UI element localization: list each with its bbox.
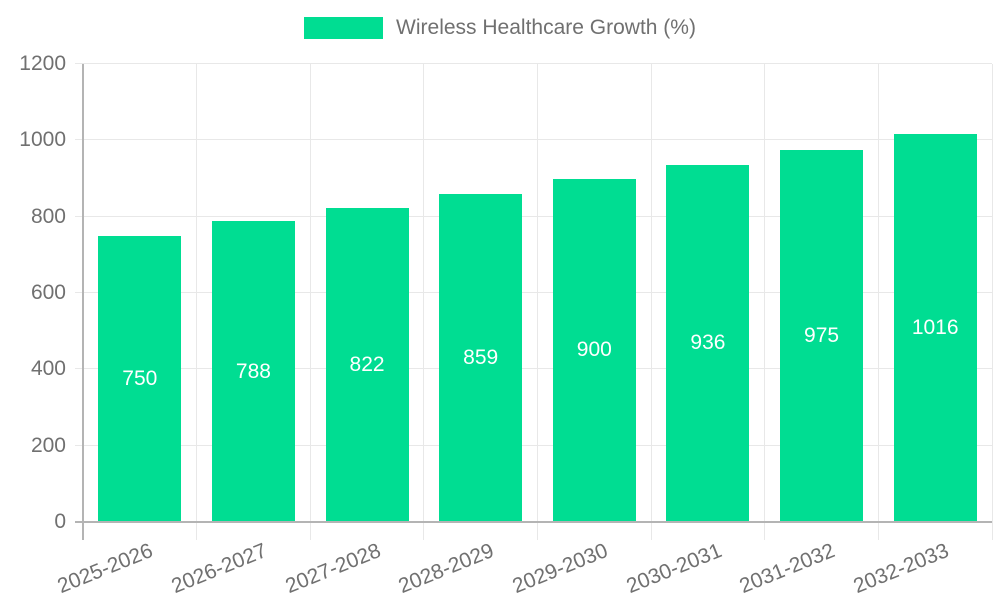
- bar-value-label: 936: [690, 331, 726, 355]
- bar-2025-2026[interactable]: 750: [98, 235, 182, 522]
- y-tick-label: 0: [54, 510, 66, 533]
- gridline-vertical: [537, 64, 538, 540]
- bar-value-label: 1016: [911, 316, 959, 340]
- bar-value-label: 750: [122, 366, 158, 390]
- bar-value-label: 822: [349, 353, 385, 377]
- y-tick-label: 600: [30, 281, 66, 304]
- gridline-vertical: [991, 64, 993, 540]
- y-tick-label: 800: [30, 204, 66, 228]
- x-tick-label: 2028-2029: [395, 539, 498, 598]
- y-tick-label: 400: [30, 357, 66, 381]
- gridline-horizontal: [75, 63, 992, 64]
- bar-value-label: 859: [463, 346, 499, 370]
- gridline-vertical: [423, 64, 425, 540]
- legend: Wireless Healthcare Growth (%): [0, 16, 1000, 40]
- bar-value-label: 788: [235, 359, 271, 383]
- gridline-vertical: [650, 64, 652, 540]
- gridline-horizontal: [75, 215, 992, 217]
- bar-2031-2032[interactable]: 975: [780, 149, 864, 522]
- x-tick-label: 2029-2030: [509, 539, 611, 598]
- y-tick-label: 200: [30, 433, 66, 457]
- bar-2027-2028[interactable]: 822: [325, 208, 409, 522]
- y-tick-label: 1000: [19, 128, 66, 152]
- x-tick-label: 2025-2026: [54, 539, 157, 598]
- gridline-vertical: [764, 64, 766, 540]
- x-tick-label: 2031-2032: [736, 539, 839, 598]
- gridline-horizontal: [75, 292, 992, 293]
- bar-2030-2031[interactable]: 936: [666, 164, 750, 522]
- bar-2029-2030[interactable]: 900: [552, 178, 636, 522]
- x-tick-label: 2030-2031: [622, 539, 725, 598]
- legend-swatch-icon: [304, 17, 384, 39]
- bar-2032-2033[interactable]: 1016: [893, 134, 977, 522]
- legend-item[interactable]: Wireless Healthcare Growth (%): [304, 16, 696, 40]
- gridline-vertical: [196, 64, 198, 540]
- gridline-vertical: [877, 64, 879, 540]
- gridline-horizontal: [75, 444, 992, 446]
- x-tick-label: 2032-2033: [850, 539, 952, 598]
- gridline-vertical: [309, 64, 311, 540]
- y-axis-line: [82, 64, 84, 540]
- x-tick-label: 2026-2027: [168, 539, 271, 598]
- gridline-horizontal: [75, 368, 992, 370]
- x-axis-line: [75, 521, 992, 523]
- bar-value-label: 900: [576, 338, 612, 362]
- bar-value-label: 975: [804, 323, 840, 347]
- gridline-horizontal: [75, 139, 992, 141]
- bar-2026-2027[interactable]: 788: [211, 221, 295, 522]
- bar-2028-2029[interactable]: 859: [439, 194, 523, 522]
- y-tick-label: 1200: [19, 52, 66, 75]
- legend-label: Wireless Healthcare Growth (%): [396, 16, 696, 39]
- x-tick-label: 2027-2028: [281, 539, 384, 598]
